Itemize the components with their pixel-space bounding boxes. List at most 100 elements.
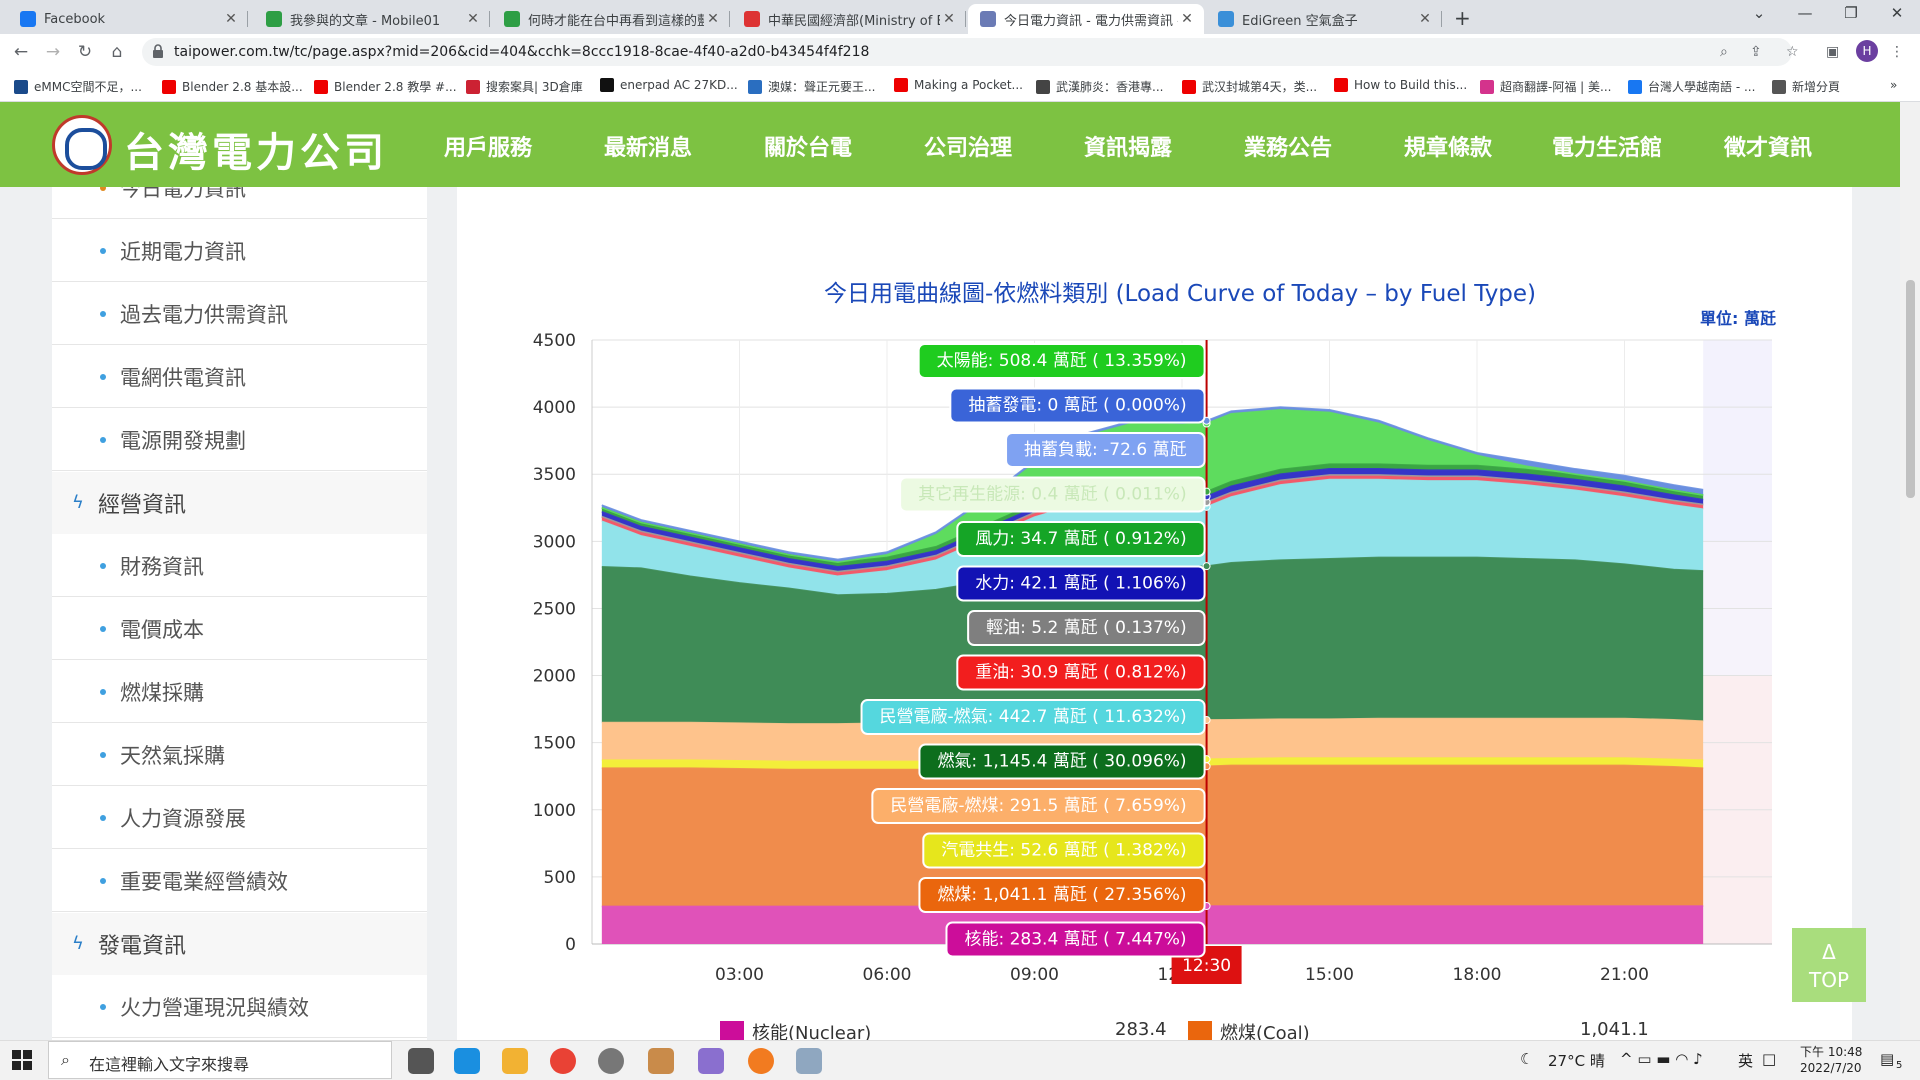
tooltip-entry-text: 抽蓄負載: -72.6 萬瓩 [1024,440,1187,460]
tab-close-icon[interactable]: ✕ [1419,11,1431,27]
browser-tab[interactable]: Facebook ✕ [8,4,248,34]
weather-icon[interactable]: ☾ [1520,1050,1534,1068]
profile-avatar[interactable]: H [1856,40,1878,62]
bookmark-item[interactable]: Blender 2.8 教學 #... [314,78,457,95]
main-menu-item[interactable]: 用戶服務 [444,136,533,161]
chrome-icon[interactable] [550,1048,576,1074]
notification-icon[interactable]: ▤ [1880,1050,1895,1068]
weather-text[interactable]: 27°C 晴 [1548,1052,1605,1070]
bookmark-item[interactable]: 超商翻譯-阿福 | 美... [1480,78,1611,95]
forward-icon[interactable]: → [45,42,61,62]
reload-icon[interactable]: ↻ [77,42,93,62]
browser-tab[interactable]: 今日電力資訊 - 電力供需資訊 - 資✕ [968,4,1204,34]
ime-indicator[interactable]: 英 [1738,1052,1754,1070]
main-menu-item[interactable]: 最新消息 [604,136,693,161]
site-logo-text[interactable]: 台灣電力公司 [124,129,388,176]
tooltip-entry: 民營電廠-燃氣: 442.7 萬瓩 ( 11.632%) [860,699,1206,735]
bookmark-item[interactable]: 武汉封城第4天，类... [1182,78,1317,95]
tab-close-icon[interactable]: ✕ [707,11,719,27]
more-bookmarks-icon[interactable]: » [1890,78,1898,92]
main-menu-item[interactable]: 電力生活館 [1552,136,1663,161]
sidebar-item[interactable]: 電價成本 [52,598,427,660]
browser-tab[interactable]: 我參與的文章 - Mobile01 ✕ [254,4,490,34]
share-icon[interactable]: ⇪ [1750,44,1762,60]
tab-close-icon[interactable]: ✕ [1181,11,1193,27]
home-icon[interactable]: ⌂ [111,42,123,62]
main-menu-item[interactable]: 關於台電 [764,136,853,161]
sidebar-item[interactable]: 火力營運現況與績效 [52,976,427,1038]
bookmark-item[interactable]: 新增分頁 [1772,78,1840,95]
browser-tab[interactable]: 中華民國經濟部(Ministry of Eco✕ [732,4,966,34]
main-menu-item[interactable]: 資訊揭露 [1084,136,1173,161]
sidebar-item[interactable]: 財務資訊 [52,535,427,597]
minimize-button[interactable]: — [1797,4,1813,22]
main-menu-item[interactable]: 規章條款 [1404,136,1493,161]
lightning-icon: ϟ [72,933,84,954]
bookmark-item[interactable]: 武漢肺炎：香港專... [1036,78,1163,95]
maximize-button[interactable]: ❐ [1844,4,1858,22]
sidebar-section-heading[interactable]: ϟ 發電資訊 [52,913,427,975]
task-view-icon[interactable] [408,1048,434,1074]
bookmark-item[interactable]: 台灣人學越南語 - ... [1628,78,1755,95]
bookmark-label: 新增分頁 [1792,80,1841,94]
sidebar-item[interactable]: 今日電力資訊 [52,187,427,219]
app-icon-3[interactable] [698,1048,724,1074]
bookmark-item[interactable]: Making a Pocket... [894,78,1023,92]
legend-item[interactable]: 燃煤(Coal) [1188,1019,1310,1045]
sidebar-item[interactable]: 燃煤採購 [52,661,427,723]
tray-overflow-icon[interactable]: ^ ▭ ▬ ◠ ♪ [1620,1050,1703,1068]
sidebar-section-heading[interactable]: ϟ 經營資訊 [52,472,427,534]
tab-close-icon[interactable]: ✕ [225,11,237,27]
sidebar-item[interactable]: 天然氣採購 [52,724,427,786]
bookmark-item[interactable]: 澳媒：聲正元要王... [748,78,875,95]
address-bar[interactable]: taipower.com.tw/tc/page.aspx?mid=206&cid… [142,38,1792,66]
tab-search-icon[interactable]: ⌄ [1752,4,1766,22]
browser-tab[interactable]: 何時才能在台中再看到這樣的藍天 ✕ [492,4,730,34]
menu-dots-icon[interactable]: ⋮ [1890,44,1904,60]
sidebar-toggle-icon[interactable]: ▣ [1826,44,1840,60]
bookmark-item[interactable]: Blender 2.8 基本設... [162,78,303,95]
blender-icon[interactable] [748,1048,774,1074]
app-icon-2[interactable] [648,1048,674,1074]
bookmark-star-icon[interactable]: ☆ [1786,44,1799,60]
close-window-button[interactable]: ✕ [1890,4,1904,22]
bookmark-item[interactable]: How to Build this... [1334,78,1467,92]
sidebar-item[interactable]: 近期電力資訊 [52,220,427,282]
tab-close-icon[interactable]: ✕ [943,11,955,27]
tab-close-icon[interactable]: ✕ [467,11,479,27]
zoom-icon[interactable]: ⌕ [1720,44,1728,60]
main-menu-item[interactable]: 徵才資訊 [1724,136,1813,161]
bookmark-item[interactable]: eMMC空間不足，... [14,78,142,95]
back-icon[interactable]: ← [13,42,29,62]
tooltip-entry-box [918,743,1206,780]
scrollbar-thumb[interactable] [1906,280,1915,498]
main-menu-item[interactable]: 公司治理 [924,136,1013,161]
taipower-logo-icon[interactable] [52,115,112,175]
file-explorer-icon[interactable] [502,1048,528,1074]
tab-title: Facebook [44,11,106,27]
app-icon-4[interactable] [796,1048,822,1074]
windows-start-icon[interactable] [12,1050,32,1070]
sidebar-item[interactable]: 電源開發規劃 [52,409,427,471]
edge-icon[interactable] [454,1048,480,1074]
taskbar-search-placeholder: 在這裡輸入文字來搜尋 [89,1055,250,1074]
bullet-icon [100,374,106,380]
new-tab-button[interactable]: + [1454,6,1471,30]
sidebar-item[interactable]: 過去電力供需資訊 [52,283,427,345]
sidebar-item[interactable]: 電網供電資訊 [52,346,427,408]
taskbar-search-input[interactable]: ⌕ 在這裡輸入文字來搜尋 [48,1041,392,1079]
browser-tab[interactable]: EdiGreen 空氣盒子 ✕ [1206,4,1442,34]
main-menu-item[interactable]: 業務公告 [1244,136,1333,161]
load-curve-chart[interactable]: 0 500 1000 1500 2000 2500 3000 3500 4000 4500 03:0… [500,320,1800,1000]
sidebar-item[interactable]: 人力資源發展 [52,787,427,849]
clock-time[interactable]: 下午 10:48 [1800,1045,1863,1059]
app-icon-1[interactable] [598,1048,624,1074]
bookmark-item[interactable]: enerpad AC 27KD... [600,78,738,92]
page-scrollbar[interactable] [1900,102,1920,1040]
bookmark-item[interactable]: 搜索案具| 3D倉庫 [466,78,583,95]
legend-item[interactable]: 核能(Nuclear) [720,1019,871,1045]
sidebar-item[interactable]: 重要電業經營績效 [52,850,427,912]
ime-mode-icon[interactable]: □ [1762,1050,1777,1068]
clock-date[interactable]: 2022/7/20 [1800,1061,1862,1075]
back-to-top-button[interactable]: Δ TOP [1792,928,1866,1002]
